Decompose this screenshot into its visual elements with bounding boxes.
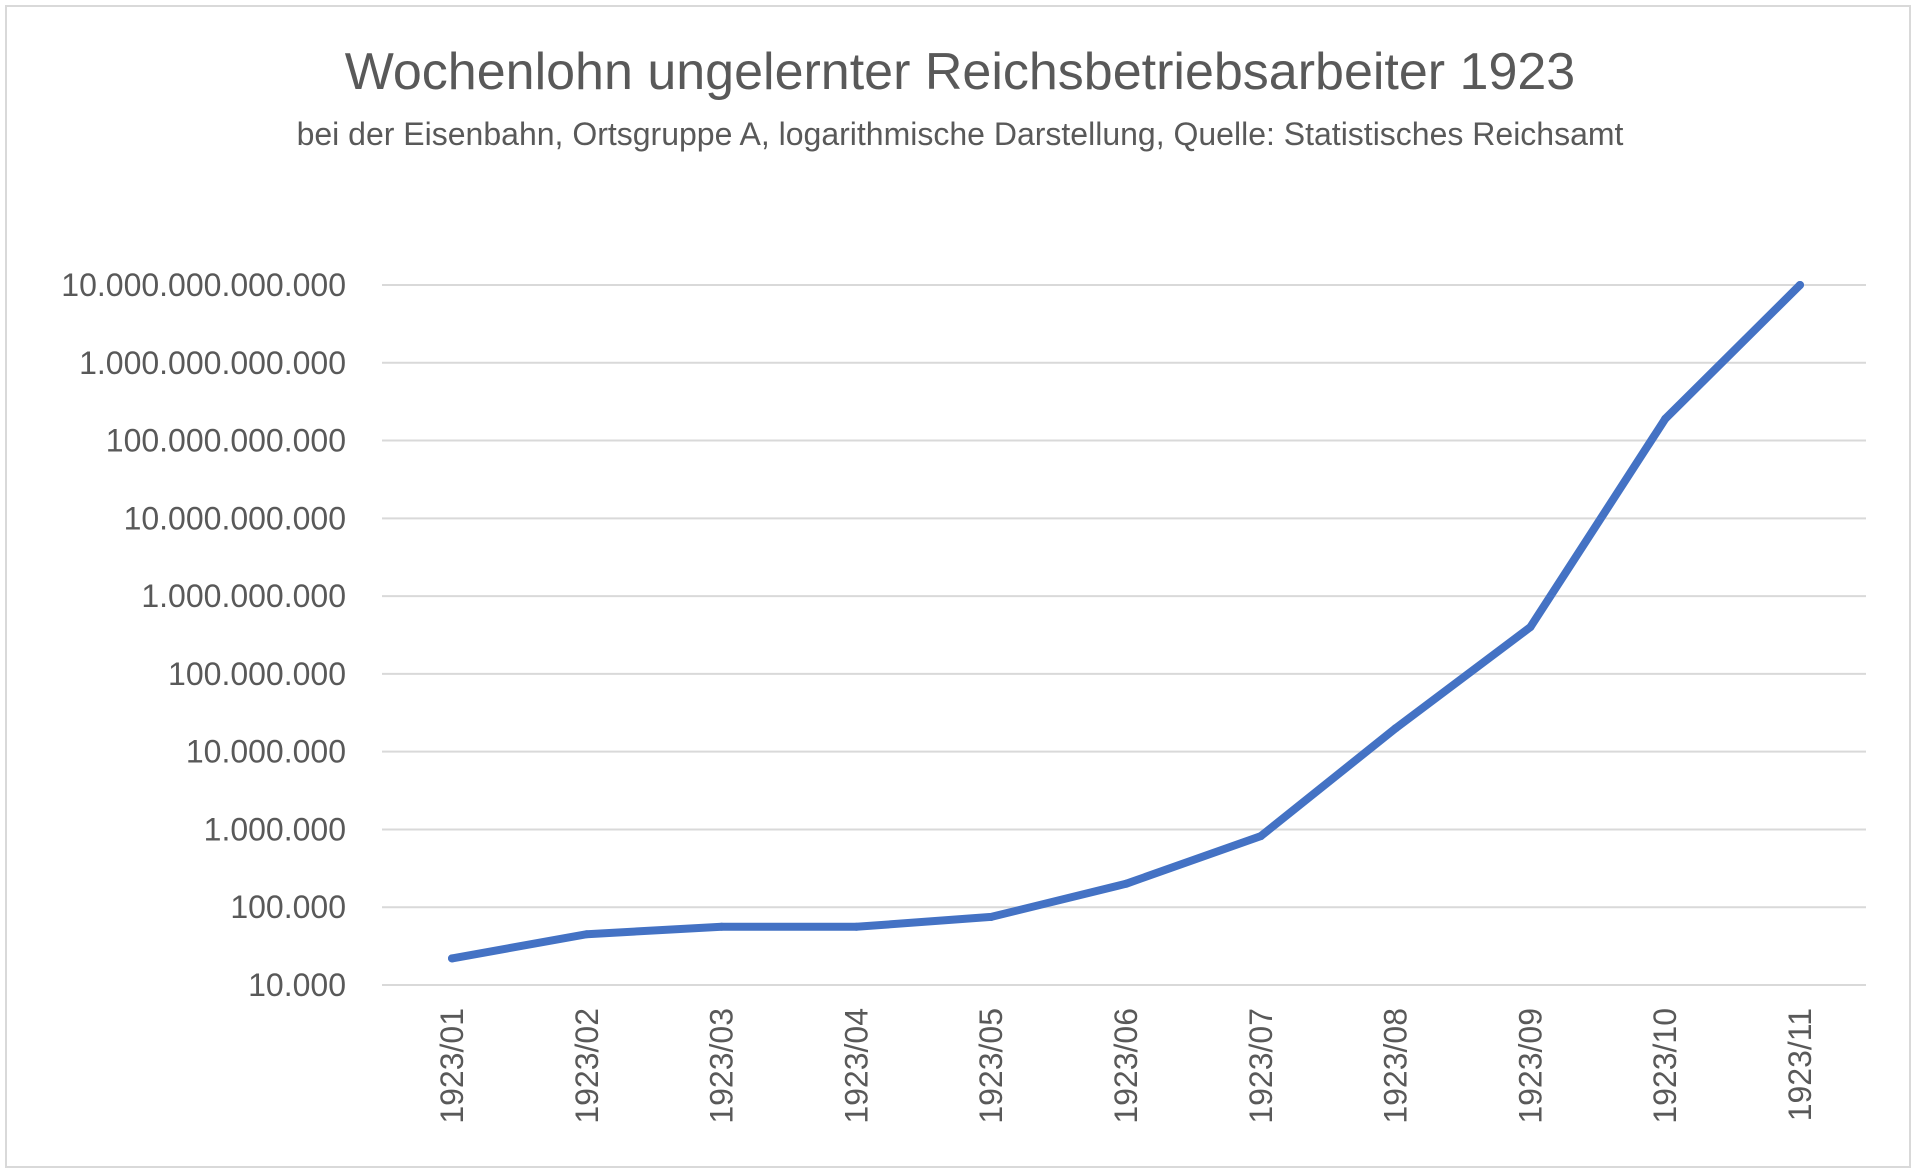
data-point [1256, 832, 1265, 841]
data-point [1526, 623, 1535, 632]
data-point [448, 954, 456, 963]
data-point [582, 930, 591, 939]
y-tick-label: 1.000.000 [204, 811, 346, 847]
x-tick-label: 1923/10 [1647, 1008, 1683, 1124]
x-tick-label: 1923/01 [434, 1008, 470, 1124]
x-tick-label: 1923/06 [1108, 1008, 1144, 1124]
y-tick-label: 10.000.000.000.000 [61, 267, 346, 303]
chart-subtitle: bei der Eisenbahn, Ortsgruppe A, logarit… [296, 116, 1624, 152]
data-point [1796, 281, 1804, 289]
data-point [1661, 414, 1670, 423]
x-tick-label: 1923/11 [1782, 1008, 1818, 1121]
x-tick-label: 1923/04 [838, 1008, 874, 1124]
data-point [987, 912, 996, 921]
y-tick-label: 1.000.000.000.000 [79, 345, 346, 381]
y-tick-label: 10.000 [248, 967, 346, 1003]
y-tick-label: 100.000.000.000 [106, 423, 346, 459]
chart-title: Wochenlohn ungelernter Reichsbetriebsarb… [344, 43, 1576, 101]
data-point [852, 922, 861, 931]
data-point [1122, 879, 1130, 888]
y-tick-label: 1.000.000.000 [141, 578, 346, 614]
x-tick-label: 1923/09 [1512, 1008, 1548, 1124]
series-line [448, 281, 1804, 963]
x-tick-label: 1923/03 [704, 1008, 740, 1124]
y-axis-tick-labels: 10.000 100.000 1.000.000 10.000.000 100.000.… [61, 267, 346, 1003]
y-tick-label: 100.000.000 [168, 656, 346, 692]
x-tick-label: 1923/05 [973, 1008, 1009, 1124]
y-tick-label: 10.000.000.000 [124, 500, 346, 536]
series-layer [448, 281, 1804, 963]
data-point [717, 922, 726, 931]
x-axis-tick-labels: 1923/01 1923/02 1923/03 1923/04 1923/05 1923/… [434, 1008, 1818, 1124]
x-tick-label: 1923/08 [1378, 1008, 1414, 1124]
gridlines [382, 284, 1866, 986]
y-tick-label: 100.000 [230, 889, 346, 925]
chart-frame [5, 5, 1911, 1168]
y-tick-label: 10.000.000 [186, 734, 346, 770]
x-tick-label: 1923/02 [569, 1008, 605, 1124]
x-tick-label: 1923/07 [1243, 1008, 1279, 1124]
data-point [1391, 724, 1400, 733]
